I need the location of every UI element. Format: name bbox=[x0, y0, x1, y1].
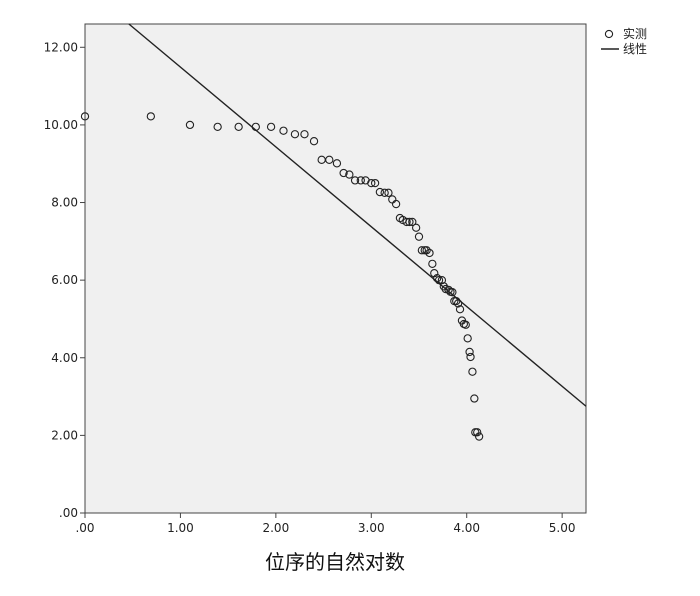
data-point bbox=[434, 275, 444, 285]
y-tick-label: 4.00 bbox=[51, 351, 78, 365]
y-tick-label: 2.00 bbox=[51, 428, 78, 442]
data-point bbox=[461, 320, 470, 329]
data-point bbox=[405, 217, 414, 227]
data-point bbox=[455, 305, 465, 314]
data-point bbox=[325, 155, 334, 164]
legend-label-observed: 实测 bbox=[623, 26, 647, 41]
data-point bbox=[213, 122, 222, 131]
data-point bbox=[266, 122, 276, 131]
data-point bbox=[408, 217, 417, 227]
data-point bbox=[380, 188, 389, 197]
data-point bbox=[470, 394, 479, 403]
y-tick-label: .00 bbox=[59, 506, 78, 520]
y-tick-label: 6.00 bbox=[51, 273, 78, 287]
data-point bbox=[332, 159, 342, 168]
data-point bbox=[474, 432, 484, 441]
linear-fit-layer bbox=[128, 23, 587, 407]
data-point bbox=[370, 178, 380, 188]
data-point bbox=[453, 299, 463, 308]
data-point bbox=[345, 170, 354, 179]
x-axis-label: 位序的自然对数 bbox=[265, 550, 405, 574]
data-point bbox=[251, 122, 260, 131]
data-point bbox=[466, 352, 475, 362]
data-point bbox=[309, 137, 319, 146]
legend-label-linear: 线性 bbox=[623, 42, 647, 56]
data-point bbox=[350, 176, 360, 185]
data-point bbox=[425, 248, 434, 258]
data-point bbox=[375, 187, 385, 197]
data-point bbox=[356, 176, 365, 185]
data-point bbox=[384, 188, 393, 197]
data-point bbox=[300, 130, 309, 139]
y-tick-label: 12.00 bbox=[44, 40, 78, 54]
data-point bbox=[367, 178, 376, 188]
data-point bbox=[417, 246, 427, 255]
data-point bbox=[468, 367, 477, 376]
y-axis: .00 2.00 4.00 6.00 8.00 10.00 12.00 bbox=[44, 40, 85, 520]
x-tick-label: 3.00 bbox=[358, 521, 385, 535]
data-point bbox=[279, 126, 288, 135]
x-axis: .00 1.00 2.00 3.00 4.00 5.00 bbox=[75, 513, 576, 535]
data-point bbox=[463, 334, 472, 343]
observed-points-layer bbox=[80, 112, 484, 441]
y-tick-label: 10.00 bbox=[44, 118, 78, 132]
data-point bbox=[80, 112, 90, 121]
x-tick-label: 1.00 bbox=[167, 521, 194, 535]
data-point bbox=[402, 217, 411, 227]
data-point bbox=[473, 428, 482, 437]
data-point bbox=[234, 122, 243, 131]
data-point bbox=[422, 246, 431, 255]
x-tick-label: .00 bbox=[75, 521, 94, 535]
linear-fit-line bbox=[128, 23, 587, 407]
x-tick-label: 4.00 bbox=[453, 521, 480, 535]
legend-marker-observed bbox=[604, 29, 614, 39]
data-point bbox=[465, 347, 474, 357]
data-point bbox=[414, 232, 424, 241]
data-point bbox=[391, 199, 401, 209]
data-point bbox=[452, 296, 461, 306]
y-tick-label: 8.00 bbox=[51, 196, 78, 210]
data-point bbox=[146, 112, 155, 121]
plot-area bbox=[84, 23, 587, 514]
data-point bbox=[185, 120, 195, 130]
data-point bbox=[432, 274, 442, 283]
data-point bbox=[339, 168, 348, 178]
data-point bbox=[290, 130, 300, 139]
data-point bbox=[411, 223, 421, 232]
data-point bbox=[448, 288, 457, 297]
data-point bbox=[428, 259, 437, 268]
x-tick-label: 2.00 bbox=[262, 521, 289, 535]
x-tick-label: 5.00 bbox=[549, 521, 576, 535]
